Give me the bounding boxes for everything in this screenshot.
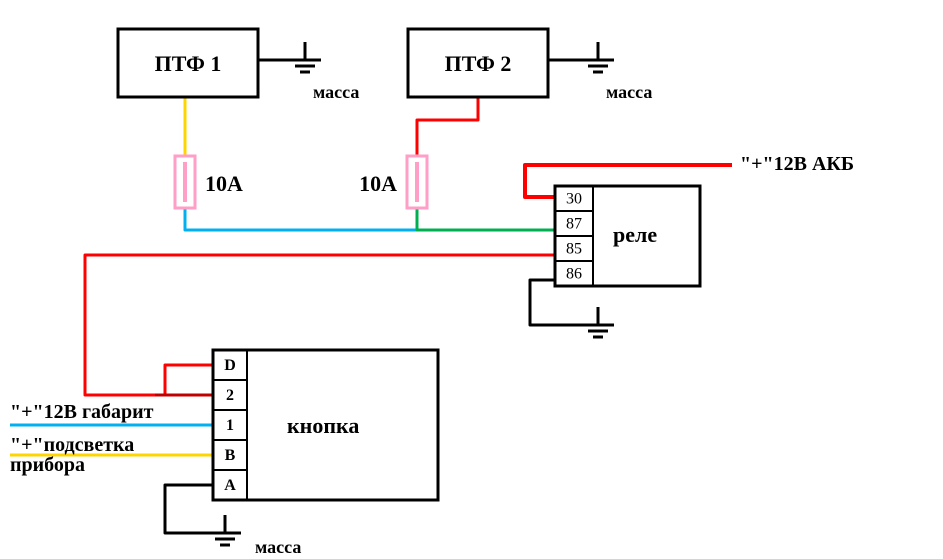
svg-text:86: 86 [566,266,582,283]
svg-text:A: A [224,477,236,494]
svg-text:кнопка: кнопка [287,413,359,438]
svg-text:ПТФ 2: ПТФ 2 [445,51,512,76]
svg-text:30: 30 [566,191,582,208]
svg-text:D: D [224,357,236,374]
svg-text:87: 87 [566,216,582,233]
svg-text:масса: масса [606,82,652,102]
svg-text:масса: масса [255,537,301,557]
svg-text:10А: 10А [359,171,397,196]
svg-text:"+"12В АКБ: "+"12В АКБ [740,153,854,175]
svg-text:1: 1 [226,417,234,434]
svg-text:ПТФ 1: ПТФ 1 [155,51,222,76]
svg-text:масса: масса [313,82,359,102]
svg-text:2: 2 [226,387,234,404]
svg-text:"+"12В габарит: "+"12В габарит [10,401,154,423]
svg-text:B: B [225,447,236,464]
svg-text:прибора: прибора [10,454,85,476]
svg-text:10А: 10А [205,171,243,196]
wiring-diagram: 10А 10А ПТФ 1 ПТФ 2 30 87 85 86 реле D 2 1 BAкнопка м… [0,0,943,559]
svg-text:"+"подсветка: "+"подсветка [10,434,134,456]
svg-text:85: 85 [566,241,582,258]
svg-text:реле: реле [613,222,657,247]
